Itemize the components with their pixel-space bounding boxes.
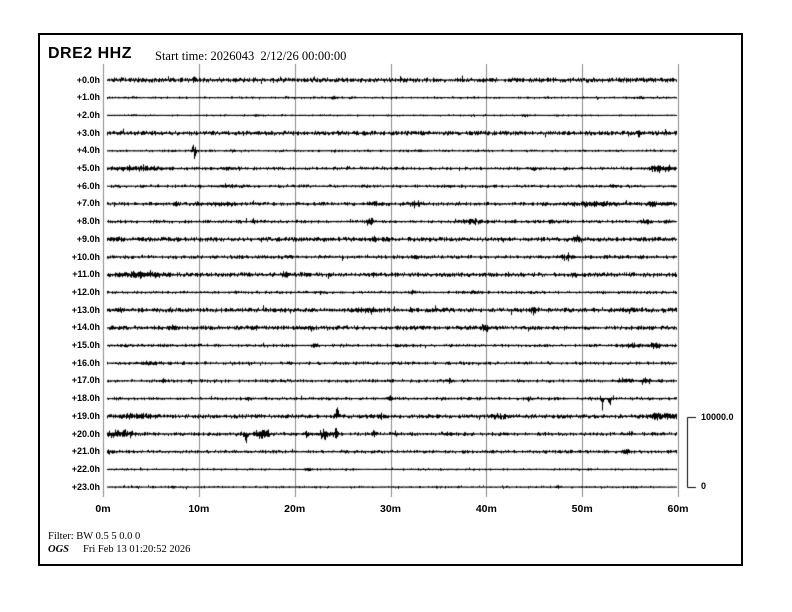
x-tick-label: 0m <box>95 503 111 515</box>
scale-bar-min-label: 0 <box>701 481 707 491</box>
trace-hour-label: +22.0h <box>71 463 100 474</box>
x-tick-label: 30m <box>379 503 401 515</box>
trace-hour-label: +19.0h <box>71 410 100 421</box>
trace-hour-label: +17.0h <box>71 375 100 386</box>
trace-hour-label: +21.0h <box>71 446 100 457</box>
x-tick-label: 50m <box>571 503 593 515</box>
scale-bar-max-label: 10000.0 <box>701 412 734 422</box>
trace-hour-label: +20.0h <box>71 428 100 439</box>
station-title: DRE2 HHZ <box>48 45 133 62</box>
trace-hour-label: +5.0h <box>76 163 100 173</box>
start-time-label: Start time: 2026043 2/12/26 00:00:00 <box>155 49 347 63</box>
trace-hour-label: +0.0h <box>76 74 100 85</box>
trace-hour-label: +16.0h <box>71 357 100 368</box>
trace-hour-label: +3.0h <box>76 127 100 138</box>
generated-timestamp: Fri Feb 13 01:20:52 2026 <box>83 544 191 555</box>
trace-hour-label: +1.0h <box>76 92 100 103</box>
x-tick-label: 20m <box>284 503 306 515</box>
trace-hour-label: +9.0h <box>76 233 100 244</box>
trace-hour-label: +15.0h <box>71 340 100 350</box>
trace-hour-label: +7.0h <box>76 198 100 209</box>
x-tick-label: 40m <box>475 503 497 515</box>
agency-label: OGS <box>48 544 70 555</box>
trace-hour-label: +23.0h <box>71 481 100 492</box>
trace-hour-label: +2.0h <box>76 109 100 120</box>
trace-hour-label: +13.0h <box>71 304 100 315</box>
trace-hour-label: +6.0h <box>76 180 100 191</box>
trace-hour-label: +14.0h <box>71 322 100 333</box>
x-tick-label: 60m <box>667 503 689 515</box>
trace-hour-label: +18.0h <box>71 393 100 404</box>
trace-hour-label: +4.0h <box>76 145 100 156</box>
footer-line: OGS Fri Feb 13 01:20:52 2026 <box>48 544 190 555</box>
x-tick-label: 10m <box>188 503 210 515</box>
filter-info: Filter: BW 0.5 5 0.0 0 <box>48 531 141 542</box>
trace-hour-label: +10.0h <box>71 251 100 262</box>
trace-hour-label: +8.0h <box>76 216 100 227</box>
trace-hour-label: +11.0h <box>72 269 100 280</box>
trace-hour-label: +12.0h <box>71 286 100 297</box>
